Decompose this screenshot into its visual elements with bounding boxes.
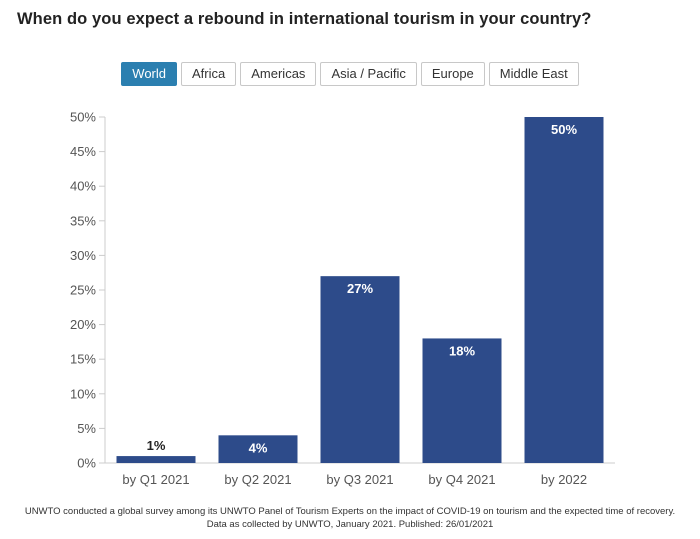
tab-asia-pacific[interactable]: Asia / Pacific bbox=[320, 62, 417, 86]
bar bbox=[320, 276, 400, 463]
x-category-label: by Q2 2021 bbox=[224, 472, 291, 487]
x-category-label: by Q1 2021 bbox=[122, 472, 189, 487]
x-category-label: by 2022 bbox=[541, 472, 587, 487]
region-tabs: World Africa Americas Asia / Pacific Eur… bbox=[0, 62, 700, 86]
y-tick-label: 50% bbox=[70, 110, 96, 125]
data-label: 1% bbox=[147, 438, 166, 453]
footnote-survey: UNWTO conducted a global survey among it… bbox=[24, 506, 676, 517]
data-label: 18% bbox=[449, 343, 475, 358]
x-category-label: by Q3 2021 bbox=[326, 472, 393, 487]
y-tick-label: 35% bbox=[70, 213, 96, 228]
data-label: 50% bbox=[551, 122, 577, 137]
y-tick-label: 0% bbox=[77, 456, 96, 471]
data-label: 4% bbox=[249, 440, 268, 455]
tab-europe[interactable]: Europe bbox=[420, 62, 485, 86]
y-tick-label: 10% bbox=[70, 386, 96, 401]
bar bbox=[524, 117, 604, 463]
bar bbox=[422, 338, 502, 463]
tab-middle-east[interactable]: Middle East bbox=[488, 62, 579, 86]
bar bbox=[116, 456, 196, 463]
y-tick-label: 30% bbox=[70, 248, 96, 263]
y-tick-label: 45% bbox=[70, 144, 96, 159]
y-tick-label: 25% bbox=[70, 283, 96, 298]
y-tick-label: 5% bbox=[77, 421, 96, 436]
chart-title: When do you expect a rebound in internat… bbox=[17, 10, 592, 28]
y-tick-label: 15% bbox=[70, 352, 96, 367]
tab-americas[interactable]: Americas bbox=[240, 62, 317, 86]
data-label: 27% bbox=[347, 281, 373, 296]
tab-africa[interactable]: Africa bbox=[181, 62, 237, 86]
footnote-published: Data as collected by UNWTO, January 2021… bbox=[206, 519, 494, 530]
tab-world[interactable]: World bbox=[121, 62, 178, 86]
bar bbox=[218, 435, 298, 463]
y-tick-label: 40% bbox=[70, 179, 96, 194]
y-tick-label: 20% bbox=[70, 317, 96, 332]
x-category-label: by Q4 2021 bbox=[428, 472, 495, 487]
